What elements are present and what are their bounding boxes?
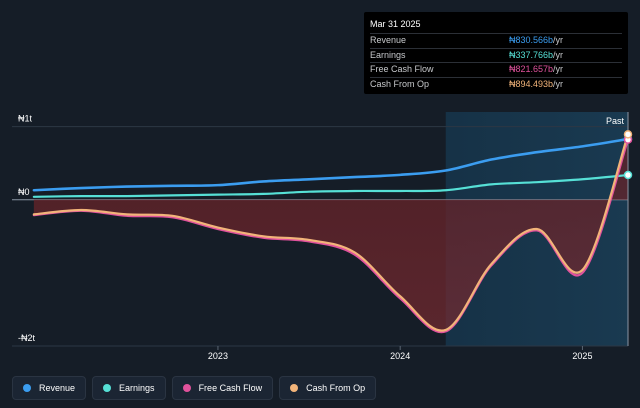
legend-item-cash-from-op[interactable]: Cash From Op [279, 376, 377, 400]
cfo-line [32, 133, 630, 332]
tooltip-row-value: ₦337.766b [509, 49, 554, 60]
cfo-end-dot [623, 130, 633, 139]
tooltip-row-value: ₦830.566b [509, 35, 554, 45]
earnings-line [32, 173, 630, 198]
legend-label: Cash From Op [306, 383, 366, 393]
past-label: Past [606, 116, 625, 126]
y-tick-label: ₦1t [18, 114, 33, 124]
legend-item-free-cash-flow[interactable]: Free Cash Flow [171, 376, 274, 400]
x-tick-label: 2023 [208, 351, 228, 361]
earnings-end-dot [623, 170, 633, 180]
legend-dot-icon [103, 384, 112, 392]
tooltip-row-value: ₦894.493b [509, 78, 554, 89]
legend: Revenue Earnings Free Cash Flow Cash From O… [12, 376, 377, 400]
cash-from-op-area [33, 134, 629, 331]
fcf-line [32, 138, 630, 334]
legend-dot-icon [23, 384, 31, 392]
x-tick-label: 2025 [572, 351, 592, 361]
legend-label: Earnings [119, 383, 155, 393]
tooltip-row-label: Cash From Op [370, 78, 430, 89]
legend-dot-icon [290, 384, 299, 392]
tooltip-row-value: ₦821.657b [509, 64, 554, 74]
tooltip-row-unit: /yr [553, 49, 564, 60]
y-tick-label: -₦2t [18, 333, 36, 343]
tooltip-date: Mar 31 2025 [370, 19, 421, 29]
tooltip-row-unit: /yr [553, 35, 564, 45]
tooltip-panel: Mar 31 2025 Revenue ₦830.566b /yr Earnings… [364, 12, 628, 94]
x-tick-label: 2024 [390, 351, 410, 361]
tooltip-row-unit: /yr [553, 78, 564, 89]
tooltip-row: Free Cash Flow ₦821.657b /yr [370, 62, 622, 77]
y-tick-label: ₦0 [18, 187, 30, 197]
tooltip-row: Cash From Op ₦894.493b /yr [370, 76, 622, 92]
legend-label: Revenue [39, 383, 76, 393]
tooltip-row-label: Free Cash Flow [370, 64, 434, 74]
legend-dot-icon [182, 384, 191, 392]
tooltip-row-unit: /yr [553, 64, 564, 74]
legend-item-revenue[interactable]: Revenue [12, 376, 87, 400]
legend-label: Free Cash Flow [198, 383, 263, 393]
tooltip-row-label: Revenue [370, 35, 407, 45]
legend-item-earnings[interactable]: Earnings [92, 376, 166, 400]
tooltip-row: Earnings ₦337.766b /yr [370, 47, 622, 63]
revenue-line [32, 137, 630, 192]
tooltip-row-label: Earnings [370, 49, 406, 60]
tooltip-row: Revenue ₦830.566b /yr [370, 33, 622, 48]
